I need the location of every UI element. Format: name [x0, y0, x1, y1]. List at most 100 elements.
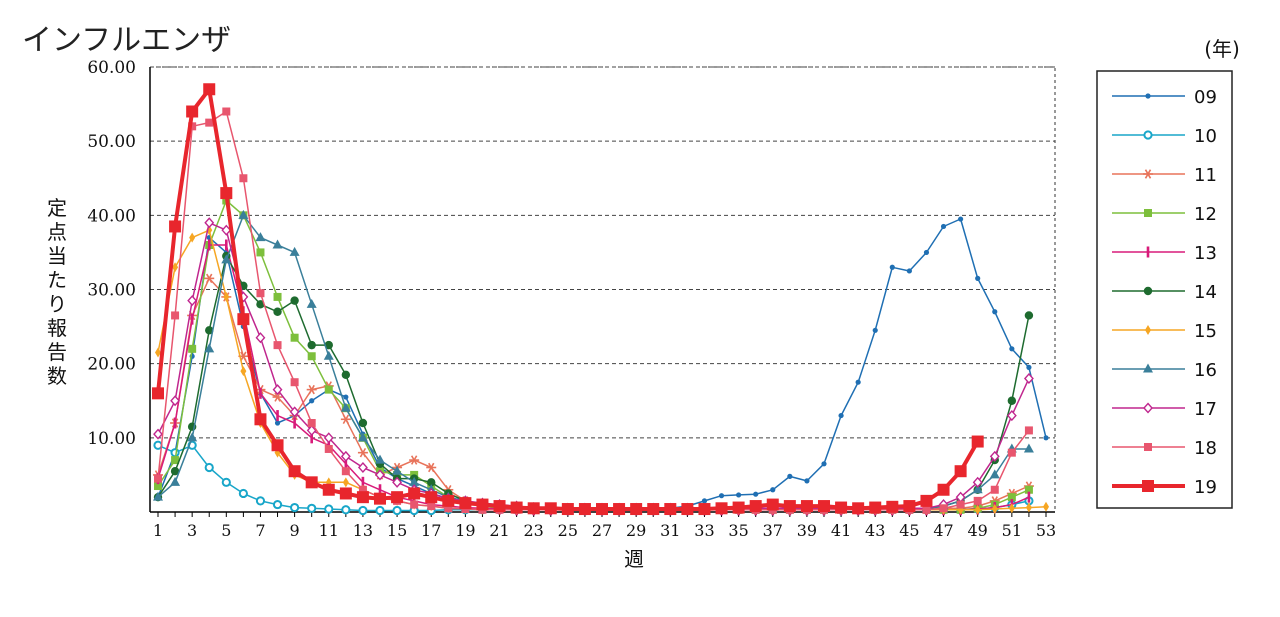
data-point — [903, 500, 916, 513]
data-point — [324, 504, 334, 514]
y-axis-ticks: 10.00 20.00 30.00 40.00 50.00 60.00 — [87, 58, 136, 449]
legend-swatch-marker — [1143, 130, 1153, 140]
data-point — [186, 105, 199, 118]
data-point — [818, 500, 830, 513]
legend-label: 13 — [1194, 243, 1217, 264]
x-tick-label: 25 — [558, 521, 578, 540]
x-axis-label: 週 — [624, 547, 644, 571]
data-point — [787, 473, 793, 479]
data-point — [872, 327, 878, 333]
data-point — [259, 387, 262, 399]
data-point — [223, 291, 230, 302]
data-point — [305, 476, 318, 489]
data-point — [375, 469, 385, 481]
data-point — [344, 458, 348, 470]
legend-item-17: 17 — [1112, 399, 1217, 420]
data-point — [153, 428, 163, 440]
x-tick-label: 9 — [290, 521, 300, 540]
data-point — [409, 455, 420, 465]
data-point — [1008, 503, 1015, 514]
data-point — [770, 487, 776, 493]
data-point — [340, 450, 351, 462]
legend-swatch-marker — [1143, 169, 1153, 179]
data-point — [187, 432, 198, 442]
data-point — [256, 300, 265, 309]
data-point — [476, 498, 489, 511]
series-18 — [154, 107, 1033, 514]
data-point — [753, 491, 759, 497]
data-point — [736, 492, 742, 498]
data-point — [391, 491, 404, 504]
data-point — [647, 503, 660, 516]
legend-item-15: 15 — [1112, 321, 1217, 342]
legend-swatch-marker — [1145, 93, 1151, 99]
data-point — [187, 295, 198, 307]
data-point — [272, 384, 283, 396]
data-point — [510, 501, 523, 514]
data-point — [378, 484, 382, 496]
data-point — [307, 419, 316, 427]
data-point — [442, 494, 455, 507]
data-point — [357, 432, 368, 442]
y-tick-label: 60.00 — [87, 58, 136, 78]
legend-label: 19 — [1194, 477, 1217, 498]
data-point — [1007, 448, 1016, 457]
legend-label: 17 — [1194, 399, 1217, 420]
data-point — [188, 122, 197, 131]
data-point — [289, 246, 300, 256]
legend-item-10: 10 — [1112, 126, 1217, 147]
series-17 — [153, 217, 1034, 514]
data-point — [203, 83, 216, 96]
data-point — [273, 307, 282, 316]
x-tick-label: 47 — [933, 521, 953, 540]
data-point — [255, 232, 266, 242]
data-point — [408, 487, 421, 500]
data-point — [341, 467, 350, 476]
data-point — [188, 344, 197, 353]
data-point — [630, 503, 643, 516]
y-tick-label: 50.00 — [87, 132, 136, 152]
x-tick-label: 1 — [153, 521, 163, 540]
data-point — [1026, 364, 1032, 370]
data-point — [920, 494, 933, 507]
series-12 — [154, 196, 1033, 514]
data-point — [427, 502, 436, 511]
data-point — [361, 476, 365, 488]
data-point — [374, 492, 386, 505]
data-point — [1009, 346, 1015, 352]
data-point — [1024, 426, 1033, 435]
data-point — [800, 500, 813, 513]
data-point — [324, 385, 333, 394]
x-tick-label: 33 — [694, 521, 714, 540]
data-point — [561, 503, 574, 516]
data-point — [937, 483, 950, 496]
data-point — [852, 502, 865, 515]
data-point — [289, 406, 300, 418]
data-point — [222, 107, 231, 116]
data-point — [152, 387, 164, 400]
legend-swatch-marker — [1145, 325, 1151, 335]
y-axis-label: 定点当たり報告数 — [47, 196, 67, 388]
data-point — [838, 412, 844, 419]
data-point — [596, 503, 608, 516]
data-point — [153, 491, 163, 501]
data-point — [923, 249, 930, 256]
series-14 — [153, 251, 1034, 513]
data-point — [357, 461, 368, 474]
data-point — [1027, 491, 1031, 503]
data-point — [427, 478, 436, 487]
data-point — [527, 502, 540, 515]
data-point — [306, 298, 317, 308]
data-point — [375, 454, 385, 464]
x-tick-label: 3 — [187, 521, 197, 540]
data-point — [1024, 485, 1033, 494]
data-point — [940, 223, 947, 230]
legend-swatch-marker — [1144, 209, 1152, 217]
legend-label: 15 — [1194, 321, 1217, 342]
data-point — [293, 417, 296, 429]
x-tick-label: 27 — [592, 521, 612, 540]
data-point — [991, 504, 998, 515]
data-point — [255, 332, 266, 344]
data-point — [992, 309, 998, 315]
data-point — [190, 313, 194, 325]
